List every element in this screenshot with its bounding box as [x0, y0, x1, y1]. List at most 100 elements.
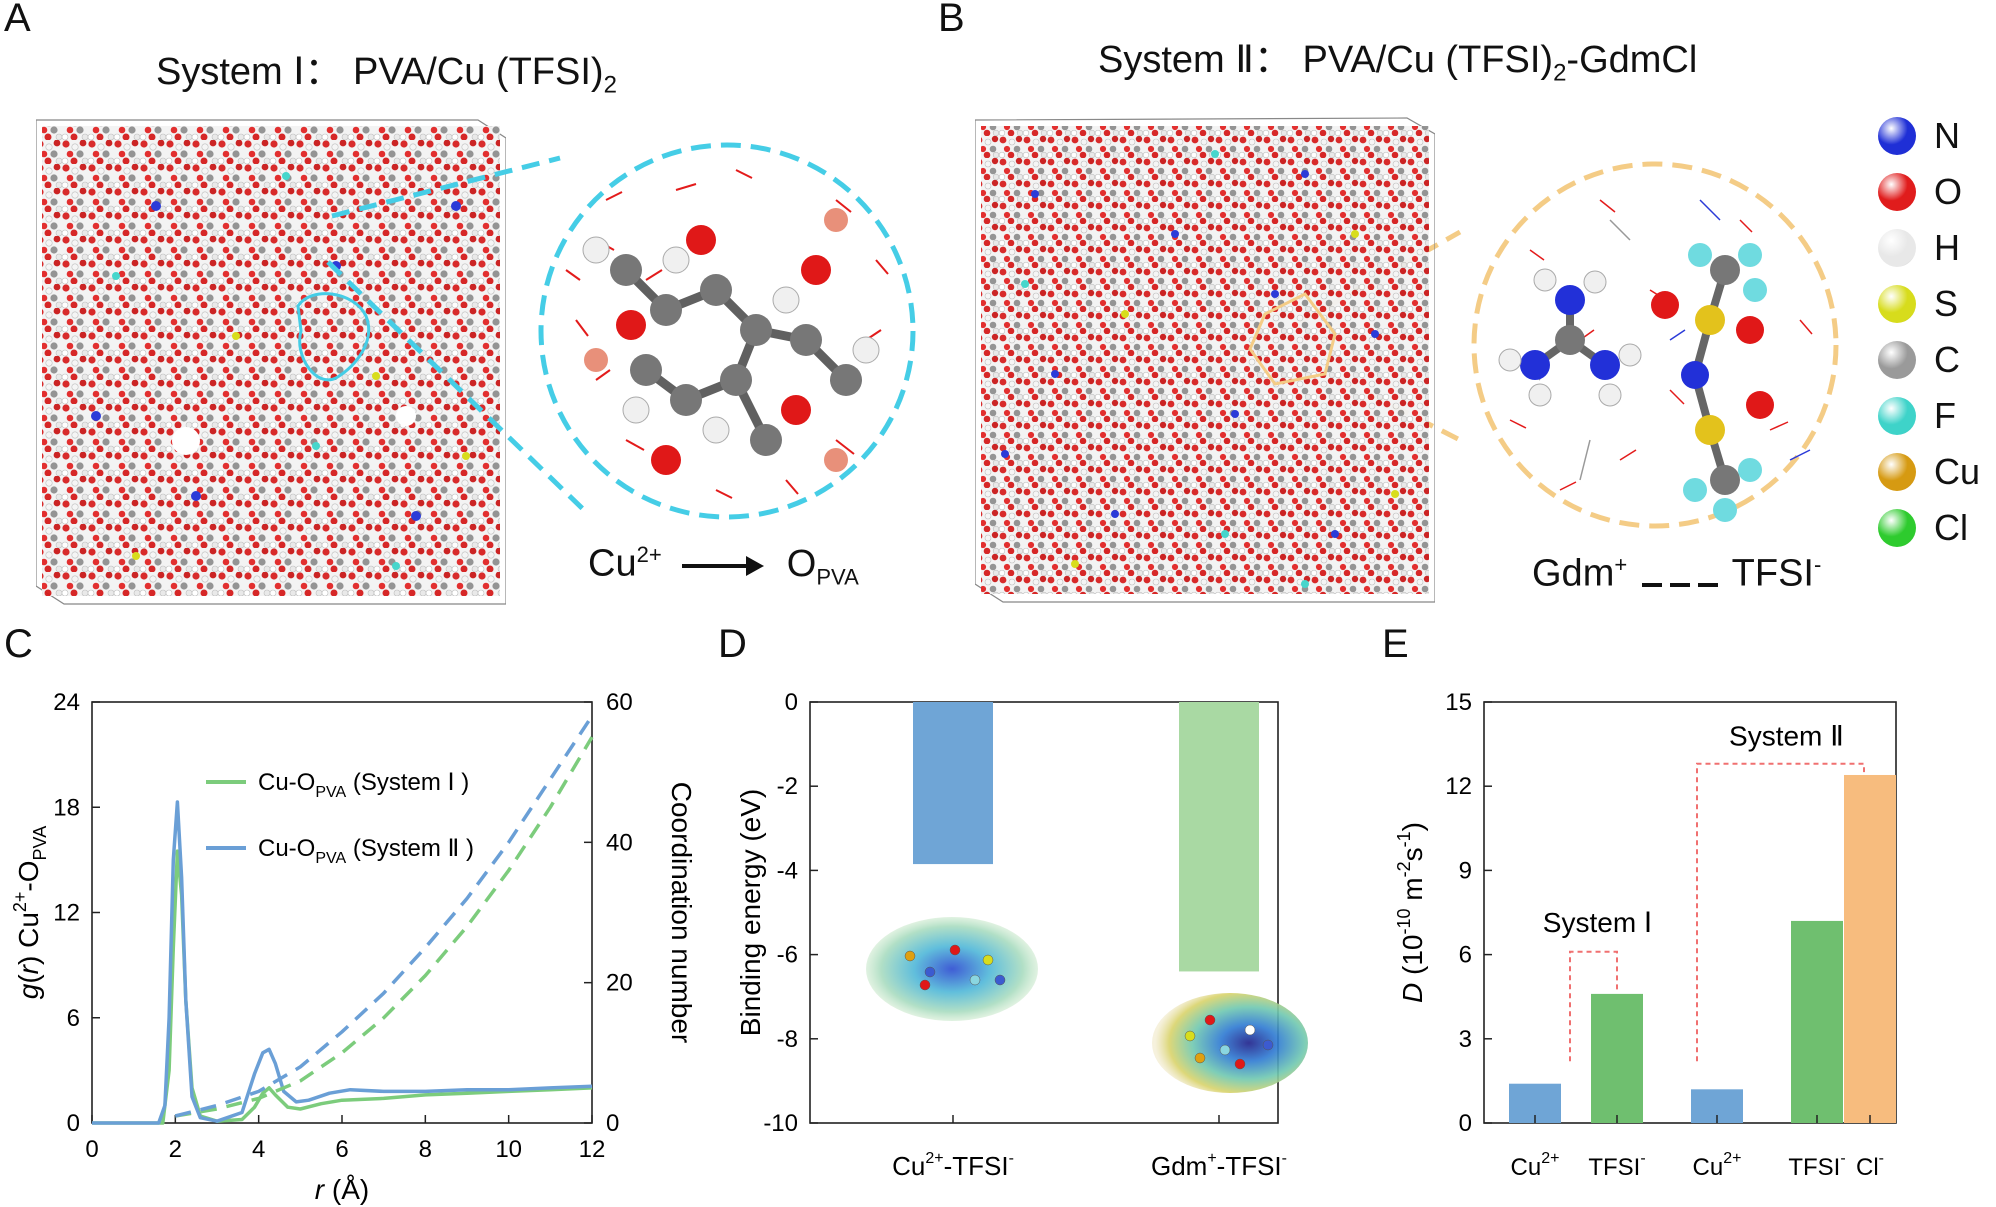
- y-tick-label: -2: [777, 773, 798, 800]
- caption-ion: Cu: [588, 542, 637, 585]
- legend-label: C: [1934, 339, 1960, 380]
- legend-label: S: [1934, 283, 1959, 324]
- atom-sphere-icon: [1878, 509, 1916, 547]
- cat-sup: -: [1640, 1150, 1645, 1167]
- y-right-tick-label: 20: [606, 970, 633, 997]
- bar-4: [1844, 774, 1896, 1123]
- y-tick-label: 15: [1445, 689, 1472, 716]
- y-tick-label: -10: [763, 1110, 798, 1137]
- esp-atom: [982, 954, 994, 966]
- system-1-caption: Cu2+ OPVA: [588, 542, 859, 590]
- cat-sup: 2+: [1541, 1150, 1559, 1167]
- caption-tfsi: TFSI: [1731, 552, 1814, 595]
- cat-sup: -: [1879, 1150, 1884, 1167]
- legend-label: H: [1934, 227, 1960, 268]
- legend-label: N: [1934, 115, 1960, 156]
- caption-arrow-icon: [682, 555, 765, 576]
- esp-atom: [1234, 1058, 1246, 1070]
- esp-surface-cu-tfsi: [866, 917, 1038, 1021]
- legend-item-c: C: [1878, 332, 1980, 388]
- caption-tfsi-sup: -: [1813, 552, 1822, 577]
- y-tick-label: -6: [777, 942, 798, 969]
- cat-base: TFSI: [1588, 1154, 1640, 1181]
- plot-frame: [809, 701, 1279, 1124]
- md-box-1-accents: [91, 172, 470, 570]
- y-label-sup3: -1: [1394, 831, 1414, 847]
- series-line-3: [174, 715, 594, 1118]
- system-2-title-text: System Ⅱ： PVA/Cu (TFSI): [1098, 39, 1554, 81]
- legend-item-n: N: [1878, 108, 1980, 164]
- x-tick-label: Gdm+-TFSI-: [1151, 1150, 1287, 1181]
- esp-atom: [969, 974, 981, 986]
- caption-gdm: Gdm: [1532, 552, 1615, 595]
- y-label-s: s: [1397, 847, 1428, 861]
- system-1-title-sub: 2: [603, 71, 617, 99]
- bar-1: [1591, 993, 1643, 1123]
- esp-atom: [949, 944, 961, 956]
- atom-sphere-icon: [1878, 397, 1916, 435]
- legend-item-s: S: [1878, 276, 1980, 332]
- legend-sub: PVA: [315, 850, 346, 867]
- caption-gdm-sup: +: [1614, 552, 1628, 577]
- y-left-tick-label: 12: [53, 900, 80, 927]
- y-axis-label: D (10-10 m-2s-1): [1394, 822, 1428, 1003]
- esp-atom: [924, 966, 936, 978]
- atom-sphere-icon: [1878, 453, 1916, 491]
- esp-atom: [904, 950, 916, 962]
- cat-sup2: -: [1282, 1150, 1287, 1167]
- esp-atom: [1184, 1030, 1196, 1042]
- legend-suffix: (System Ⅰ ): [346, 769, 469, 796]
- y-right-axis-label: Coordination number: [666, 782, 697, 1044]
- esp-atom: [1244, 1024, 1256, 1036]
- esp-atom: [1194, 1052, 1206, 1064]
- y-tick-label: 0: [1459, 1110, 1472, 1137]
- series-line-2: [175, 736, 594, 1118]
- legend-item-cl: Cl: [1878, 500, 1980, 556]
- system-2-title: System Ⅱ： PVA/Cu (TFSI)2-GdmCl: [1098, 28, 1697, 88]
- bar-1: [1179, 702, 1259, 972]
- annotation-system-2: System Ⅱ: [1729, 721, 1844, 752]
- x-tick-label: 10: [495, 1136, 522, 1163]
- y-label-sup2: -2: [1394, 861, 1414, 877]
- x-tick-label: TFSI-: [1588, 1150, 1645, 1181]
- system-2-title-suffix: -GdmCl: [1566, 39, 1698, 81]
- x-tick-label: 12: [579, 1136, 606, 1163]
- atom-sphere-icon: [1878, 285, 1916, 323]
- cat-base: Cu: [1511, 1154, 1542, 1181]
- legend-label: Cu: [1934, 451, 1981, 492]
- legend-label: F: [1934, 395, 1956, 436]
- cat-base: Gdm: [1151, 1151, 1207, 1181]
- system-1-title: System Ⅰ： PVA/Cu (TFSI)2: [156, 40, 617, 100]
- legend-item-o: O: [1878, 164, 1980, 220]
- panel-letter-a: A: [4, 0, 31, 40]
- system-2-title-sub: 2: [1553, 59, 1567, 87]
- cat-sup: +: [1207, 1150, 1216, 1167]
- md-box-system-1: [36, 119, 506, 605]
- panel-letter-e: E: [1382, 622, 1409, 666]
- system-2-caption: Gdm+ TFSI-: [1532, 552, 1821, 597]
- series-line-0: [92, 849, 593, 1125]
- md-box-system-2: [975, 117, 1435, 603]
- y-right-tick-label: 60: [606, 689, 633, 716]
- md-box-2-accents: [1001, 150, 1399, 588]
- legend-suffix: (System Ⅱ ): [346, 835, 474, 862]
- esp-atom: [994, 974, 1006, 986]
- y-left-tick-label: 18: [53, 794, 80, 821]
- y-tick-label: 6: [1459, 942, 1472, 969]
- atom-sphere-icon: [1878, 229, 1916, 267]
- series-line-1: [92, 800, 593, 1125]
- x-tick-label: 4: [252, 1136, 265, 1163]
- esp-atom: [1204, 1014, 1216, 1026]
- legend-item-cu: Cu: [1878, 444, 1980, 500]
- x-axis-label: r (Å): [315, 1174, 369, 1205]
- y-left-tick-label: 24: [53, 689, 80, 716]
- y-tick-label: 0: [785, 689, 798, 716]
- caption-target: O: [786, 542, 817, 585]
- y-label-sup: 2+: [10, 892, 30, 913]
- atom-sphere-icon: [1878, 341, 1916, 379]
- cat-base: Cu: [892, 1151, 925, 1181]
- x-tick-label: Cl-: [1856, 1150, 1884, 1181]
- cat-mid: -TFSI: [1217, 1151, 1282, 1181]
- x-axis-label-r: r: [315, 1174, 326, 1205]
